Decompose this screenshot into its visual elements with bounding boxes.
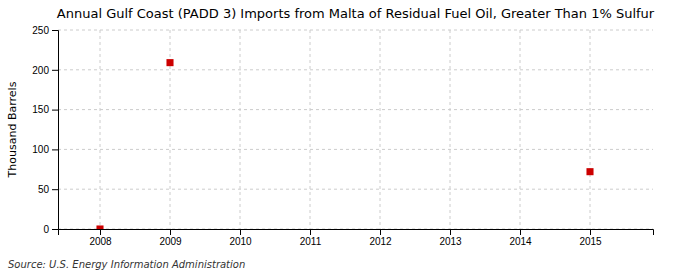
- tick: 2011: [300, 229, 322, 247]
- y-axis: 0 50 100 150 200 250: [32, 25, 58, 235]
- point: [166, 59, 173, 66]
- tick: 2014: [509, 229, 532, 247]
- tick-mark: [52, 229, 58, 230]
- source-note: Source: U.S. Energy Information Administ…: [8, 259, 245, 270]
- tick-label: 2009: [159, 236, 182, 247]
- plot: 2008 2009 2010 2011 2012 2013 2014 2015 0 50 100 15…: [32, 25, 653, 247]
- tick-mark: [170, 229, 171, 235]
- tick-label: 2012: [369, 236, 392, 247]
- tick: 0: [43, 224, 58, 235]
- tick-label: 2013: [439, 236, 462, 247]
- tick-label: 2011: [300, 236, 322, 247]
- tick-label: 0: [43, 224, 49, 235]
- grid-line: [240, 30, 241, 229]
- grid-line: [310, 30, 311, 229]
- tick: 2008: [89, 229, 112, 247]
- grid-line: [58, 189, 653, 190]
- tick: 50: [38, 184, 58, 195]
- tick-mark: [520, 229, 521, 235]
- point: [586, 168, 593, 175]
- grid-line: [100, 30, 101, 229]
- tick-label: 2014: [509, 236, 532, 247]
- tick-label: 50: [38, 184, 50, 195]
- tick: 2015: [579, 229, 602, 247]
- tick-mark: [100, 229, 101, 235]
- tick-label: 150: [32, 104, 49, 115]
- tick: 150: [32, 104, 58, 115]
- tick-mark: [380, 229, 381, 235]
- axis-line: [59, 230, 654, 236]
- chart: 2008 2009 2010 2011 2012 2013 2014 2015 0 50 100 15…: [0, 0, 675, 275]
- axis-line: [52, 31, 59, 230]
- tick-label: 200: [32, 65, 49, 76]
- tick-mark: [52, 70, 58, 71]
- points: [96, 59, 593, 229]
- grid-line: [58, 109, 653, 110]
- point: [96, 225, 103, 229]
- grid: [58, 30, 653, 229]
- tick: 2012: [369, 229, 392, 247]
- grid-line: [58, 149, 653, 150]
- tick: 100: [32, 144, 58, 155]
- tick: 250: [32, 25, 58, 36]
- tick-mark: [52, 189, 58, 190]
- title: Annual Gulf Coast (PADD 3) Imports from …: [57, 6, 655, 21]
- tick-label: 2015: [579, 236, 602, 247]
- tick-label: 250: [32, 25, 49, 36]
- tick: 2013: [439, 229, 462, 247]
- grid-line: [450, 30, 451, 229]
- grid-line: [380, 30, 381, 229]
- tick-label: 2010: [229, 236, 252, 247]
- y-axis-title: Thousand Barrels: [6, 81, 19, 178]
- tick-mark: [52, 110, 58, 111]
- tick: 200: [32, 65, 58, 76]
- tick: 2010: [229, 229, 252, 247]
- tick-mark: [240, 229, 241, 235]
- tick: 2009: [159, 229, 182, 247]
- tick-label: 2008: [89, 236, 112, 247]
- tick-mark: [52, 30, 58, 31]
- tick-mark: [590, 229, 591, 235]
- tick-mark: [310, 229, 311, 235]
- grid-line: [58, 30, 653, 31]
- x-axis: 2008 2009 2010 2011 2012 2013 2014 2015: [59, 229, 654, 247]
- tick-label: 100: [32, 144, 49, 155]
- tick-mark: [450, 229, 451, 235]
- grid-line: [58, 69, 653, 70]
- grid-line: [520, 30, 521, 229]
- grid-line: [590, 30, 591, 229]
- tick-mark: [52, 149, 58, 150]
